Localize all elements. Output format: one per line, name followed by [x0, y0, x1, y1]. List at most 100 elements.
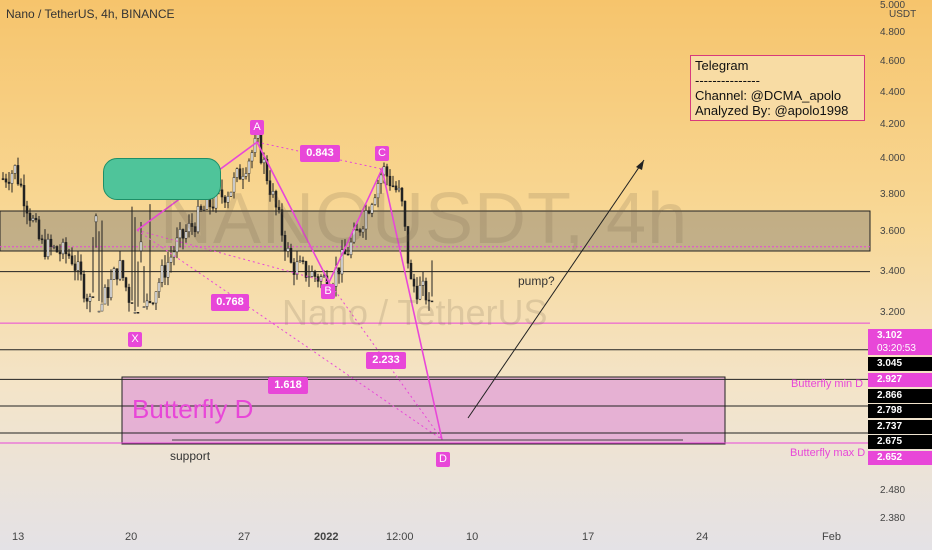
- candle-body-30: [91, 296, 95, 298]
- candle-body-76: [229, 191, 233, 197]
- x-tick-feb: Feb: [822, 531, 841, 543]
- x-tick-2022: 2022: [314, 531, 339, 543]
- candle-body-133: [400, 187, 404, 202]
- candle-body-124: [373, 197, 377, 205]
- candle-body-100: [301, 260, 305, 262]
- candle-body-101: [304, 261, 308, 278]
- candle-body-95: [286, 247, 290, 252]
- candle-body-79: [238, 168, 242, 180]
- candle-body-65: [196, 206, 200, 233]
- candle-body-52: [157, 282, 161, 292]
- callout-bubble[interactable]: [103, 158, 221, 200]
- ratio-xd[interactable]: 1.618: [268, 377, 308, 394]
- candle-body-106: [319, 276, 323, 282]
- candle-body-53: [160, 265, 164, 283]
- candle-body-59: [178, 229, 182, 239]
- candle-body-31: [94, 215, 98, 223]
- symbol-header[interactable]: Nano / TetherUS, 4h, BINANCE: [6, 7, 175, 21]
- candle-body-143: [430, 300, 434, 303]
- level-tag-2866[interactable]: 2.866: [868, 389, 932, 403]
- candle-body-12: [37, 219, 41, 240]
- candle-body-104: [313, 271, 317, 277]
- candle-body-67: [202, 209, 206, 211]
- pump-label: pump?: [518, 274, 555, 288]
- resistance-zone: [0, 210, 871, 252]
- candle-body-121: [364, 210, 368, 230]
- level-tag-2798[interactable]: 2.798: [868, 404, 932, 418]
- candle-body-123: [370, 204, 374, 214]
- candle-body-93: [280, 209, 284, 236]
- candle-body-113: [340, 249, 344, 275]
- y-tick-3400: 3.400: [880, 266, 906, 277]
- candle-body-99: [298, 260, 302, 263]
- candle-body-62: [187, 223, 191, 232]
- level-tag-2927[interactable]: 2.927: [868, 373, 932, 387]
- candle-body-4: [13, 165, 17, 174]
- candle-body-138: [415, 285, 419, 300]
- candle-body-60: [181, 229, 185, 239]
- candle-body-80: [241, 176, 245, 180]
- y-tick-3800: 3.800: [880, 189, 906, 200]
- x-tick-10: 10: [466, 531, 479, 543]
- candle-body-107: [322, 275, 326, 278]
- candle-body-97: [292, 262, 296, 275]
- point-a-label[interactable]: A: [250, 120, 264, 135]
- candle-body-58: [175, 237, 179, 253]
- candle-body-137: [412, 278, 416, 287]
- candle-body-21: [64, 242, 68, 255]
- candle-body-116: [349, 241, 353, 256]
- ratio-ac[interactable]: 0.843: [300, 145, 340, 162]
- ratio-xb[interactable]: 0.768: [211, 294, 249, 311]
- level-tag-2652[interactable]: 2.652: [868, 451, 932, 465]
- butterfly-max-label: Butterfly max D: [790, 447, 866, 459]
- butterfly-min-label: Butterfly min D: [791, 378, 864, 390]
- pump-arrow: [467, 159, 645, 419]
- candle-body-5: [16, 165, 20, 185]
- candle-body-7: [22, 185, 26, 207]
- level-tag-3045[interactable]: 3.045: [868, 357, 932, 371]
- last-price-tag[interactable]: 3.102: [868, 329, 932, 342]
- point-c-label[interactable]: C: [375, 146, 389, 161]
- candle-body-94: [283, 235, 287, 252]
- pattern-ratio-line-0: [136, 229, 330, 283]
- candle-body-24: [73, 263, 77, 271]
- candle-body-11: [34, 217, 38, 221]
- candle-body-2: [7, 181, 11, 184]
- candle-body-33: [100, 303, 104, 312]
- candle-body-81: [244, 173, 248, 177]
- candle-body-57: [172, 251, 176, 258]
- level-tag-2737[interactable]: 2.737: [868, 420, 932, 434]
- candle-body-41: [124, 277, 128, 288]
- candle-body-132: [397, 187, 401, 191]
- x-tick-17: 17: [582, 531, 595, 543]
- info-line-4: Analyzed By: @apolo1998: [695, 103, 849, 118]
- pattern-ratio-line-1: [256, 141, 383, 170]
- candle-body-29: [88, 296, 92, 302]
- x-tick-20: 20: [125, 531, 138, 543]
- support-label: support: [170, 449, 211, 463]
- ratio-bd[interactable]: 2.233: [366, 352, 406, 369]
- candle-body-102: [307, 276, 311, 278]
- candle-body-115: [346, 253, 350, 256]
- x-tick-24: 24: [696, 531, 709, 543]
- point-d-label[interactable]: D: [436, 452, 450, 467]
- candle-body-75: [226, 195, 230, 203]
- candle-body-134: [403, 200, 407, 227]
- candle-body-40: [121, 260, 125, 278]
- candle-body-27: [82, 274, 86, 299]
- candle-body-47: [142, 306, 146, 308]
- info-line-2: ---------------: [695, 73, 760, 88]
- level-tag-2675[interactable]: 2.675: [868, 435, 932, 449]
- info-box[interactable]: Telegram --------------- Channel: @DCMA_…: [690, 55, 865, 121]
- y-tick-4000: 4.000: [880, 153, 906, 164]
- candle-body-56: [169, 256, 173, 263]
- y-tick-2480: 2.480: [880, 485, 906, 496]
- candle-body-13: [40, 238, 44, 241]
- candle-body-15: [46, 238, 50, 258]
- point-x-label[interactable]: X: [128, 332, 142, 347]
- point-b-label[interactable]: B: [321, 284, 335, 299]
- countdown-tag: 03:20:53: [868, 342, 932, 355]
- candle-body-120: [361, 228, 365, 233]
- candle-body-136: [409, 263, 413, 280]
